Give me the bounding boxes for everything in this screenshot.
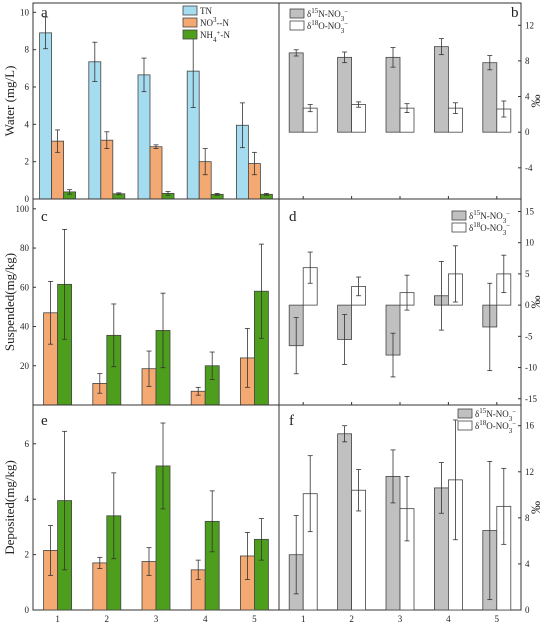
x-tick-label: 4 bbox=[446, 614, 451, 624]
panel-f: 0 4 8 12 16 f ‰ δ15N-NO3−δ18O-NO3− bbox=[278, 404, 543, 615]
x-tick-label: 2 bbox=[349, 614, 354, 624]
legend-label: TN bbox=[200, 6, 212, 16]
panel-c: 20 40 60 80 100 c Suspended(mg/kg) bbox=[2, 198, 280, 406]
legend-swatch bbox=[182, 17, 198, 28]
bar-b-s2-c2 bbox=[351, 104, 367, 133]
legend-swatch bbox=[182, 29, 198, 40]
panel-e: 0 2 4 6 e Deposited(mg/kg) bbox=[2, 404, 280, 615]
panel-letter: f bbox=[289, 413, 294, 429]
y-tick-label: 5 bbox=[525, 269, 530, 279]
panel-letter: b bbox=[511, 5, 519, 21]
y-tick-label: 0 bbox=[525, 127, 530, 137]
y-tick-label: 6 bbox=[25, 82, 30, 92]
x-tick-label: 3 bbox=[398, 614, 403, 624]
y-tick-label: 15 bbox=[525, 206, 535, 216]
bar-a-s2-c2 bbox=[100, 139, 114, 200]
bar-a-s2-c3 bbox=[149, 146, 163, 200]
y-axis-title: Deposited(mg/kg) bbox=[2, 460, 17, 555]
legend-b: δ15N-NO3−δ18O-NO3− bbox=[289, 7, 348, 35]
y-tick-label: 4 bbox=[25, 119, 30, 129]
panel-letter: c bbox=[41, 209, 48, 225]
y-tick-label: 40 bbox=[20, 322, 30, 332]
bar-a-s1-c1 bbox=[39, 32, 52, 200]
panel-d: -15 -10 -5 0 5 10 15 d ‰ δ15N-NO3−δ18O-NO3− bbox=[278, 198, 543, 406]
y-tick-label: 0 bbox=[25, 605, 30, 615]
y-tick-label: 0 bbox=[525, 300, 530, 310]
y-tick-label: 2 bbox=[25, 550, 30, 560]
y-tick-label: 0 bbox=[525, 605, 530, 615]
y-tick-label: 60 bbox=[20, 282, 30, 292]
legend-swatch bbox=[182, 5, 198, 16]
y-tick-label: -15 bbox=[525, 394, 537, 404]
bar-f-s1-c2 bbox=[337, 433, 353, 611]
y-tick-label: 80 bbox=[20, 243, 30, 253]
y-tick-label: 16 bbox=[525, 421, 535, 431]
x-tick-label: 5 bbox=[252, 614, 257, 624]
panel-letter: e bbox=[41, 413, 48, 429]
y-tick-label: 12 bbox=[525, 467, 534, 477]
legend-d: δ15N-NO3−δ18O-NO3− bbox=[451, 209, 510, 237]
x-tick-label: 1 bbox=[55, 614, 60, 624]
legend-swatch bbox=[457, 420, 473, 431]
bar-b-s1-c4 bbox=[433, 46, 449, 133]
y-tick-label: -10 bbox=[525, 363, 537, 373]
y-axis-title: Suspended(mg/kg) bbox=[2, 253, 17, 351]
bar-e-s1-c2 bbox=[92, 562, 108, 611]
y-tick-label: 20 bbox=[20, 361, 30, 371]
y-tick-label: 8 bbox=[525, 513, 530, 523]
y-tick-label: -4 bbox=[525, 163, 533, 173]
y-axis-title: ‰ bbox=[528, 296, 543, 309]
bar-b-s1-c1 bbox=[288, 52, 304, 133]
bar-a-s1-c3 bbox=[137, 74, 151, 200]
y-tick-label: 6 bbox=[25, 439, 30, 449]
legend-swatch bbox=[451, 210, 467, 221]
y-tick-label: 12 bbox=[525, 20, 534, 30]
legend-label: NH4+-N bbox=[200, 29, 230, 44]
y-tick-label: 100 bbox=[16, 204, 30, 214]
bar-b-s1-c2 bbox=[337, 56, 353, 133]
legend-swatch bbox=[457, 408, 473, 419]
y-tick-label: 8 bbox=[25, 45, 30, 55]
x-tick-label: 5 bbox=[495, 614, 500, 624]
y-axis-title: ‰ bbox=[528, 501, 543, 514]
y-tick-label: 0 bbox=[25, 194, 30, 204]
y-tick-label: 10 bbox=[525, 238, 535, 248]
y-tick-label: 8 bbox=[525, 56, 530, 66]
y-tick-label: 10 bbox=[20, 7, 30, 17]
legend-swatch bbox=[451, 222, 467, 233]
bar-a-s1-c2 bbox=[88, 61, 102, 200]
legend-label: NO3--N bbox=[200, 16, 229, 28]
y-axis-title: Water (mg/L) bbox=[2, 66, 17, 137]
panel-b: -4 0 4 8 12 b ‰ δ15N-NO3−δ18O-NO3− bbox=[278, 2, 543, 200]
y-tick-label: 4 bbox=[525, 92, 530, 102]
bar-b-s1-c5 bbox=[482, 62, 498, 133]
legend-swatch bbox=[289, 20, 305, 31]
panel-letter: a bbox=[41, 5, 48, 21]
x-tick-label: 3 bbox=[154, 614, 159, 624]
y-axis-title: ‰ bbox=[528, 95, 543, 108]
legend-f: δ15N-NO3−δ18O-NO3− bbox=[457, 407, 516, 435]
x-tick-label: 2 bbox=[105, 614, 110, 624]
legend-swatch bbox=[289, 8, 305, 19]
x-tick-label: 1 bbox=[301, 614, 306, 624]
panel-letter: d bbox=[289, 209, 297, 225]
y-tick-label: 4 bbox=[25, 494, 30, 504]
x-tick-label: 4 bbox=[203, 614, 208, 624]
y-tick-label: 4 bbox=[525, 559, 530, 569]
bar-b-s1-c3 bbox=[385, 56, 401, 133]
y-tick-label: -5 bbox=[525, 331, 533, 341]
y-tick-label: 2 bbox=[25, 157, 30, 167]
